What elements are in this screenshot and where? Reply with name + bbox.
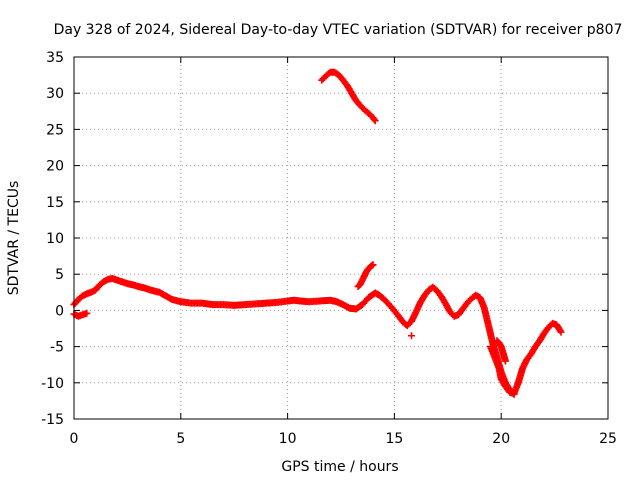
x-axis-ticks: 0 5 10 15 20 25 (70, 57, 617, 447)
y-tick-label: 35 (46, 50, 64, 66)
data-points (70, 68, 565, 398)
y-tick-label: -5 (50, 340, 64, 356)
series-late-branch (487, 319, 565, 398)
series-late-upper (493, 337, 509, 365)
data-point (556, 327, 564, 335)
y-axis-label: SDTVAR / TECUs (6, 181, 22, 296)
series-lower-branch (70, 309, 91, 320)
data-point (369, 261, 377, 269)
series-spike-13h (354, 261, 377, 291)
data-point (407, 332, 415, 340)
data-point (501, 357, 509, 365)
x-tick-label: 5 (176, 431, 185, 447)
x-tick-label: 25 (599, 431, 617, 447)
y-tick-label: -10 (41, 376, 64, 392)
x-tick-label: 10 (279, 431, 297, 447)
y-tick-label: 20 (46, 159, 64, 175)
data-point (370, 115, 378, 123)
y-tick-label: -15 (41, 412, 64, 428)
data-point (371, 117, 379, 125)
y-tick-label: 0 (55, 303, 64, 319)
data-point (83, 309, 91, 317)
y-tick-label: 5 (55, 267, 64, 283)
y-axis-ticks: -15 -10 -5 0 5 10 15 20 25 30 35 (41, 50, 608, 428)
x-axis-label: GPS time / hours (281, 459, 398, 475)
x-tick-label: 15 (385, 431, 403, 447)
data-point (557, 328, 565, 336)
y-tick-label: 10 (46, 231, 64, 247)
series-upper-arc (318, 68, 379, 125)
series-main-track (70, 275, 518, 398)
x-tick-label: 20 (492, 431, 510, 447)
y-tick-label: 30 (46, 86, 64, 102)
series-isolated (407, 332, 415, 340)
y-tick-label: 25 (46, 122, 64, 138)
chart-title: Day 328 of 2024, Sidereal Day-to-day VTE… (54, 22, 623, 38)
x-tick-label: 0 (70, 431, 79, 447)
y-tick-label: 15 (46, 195, 64, 211)
